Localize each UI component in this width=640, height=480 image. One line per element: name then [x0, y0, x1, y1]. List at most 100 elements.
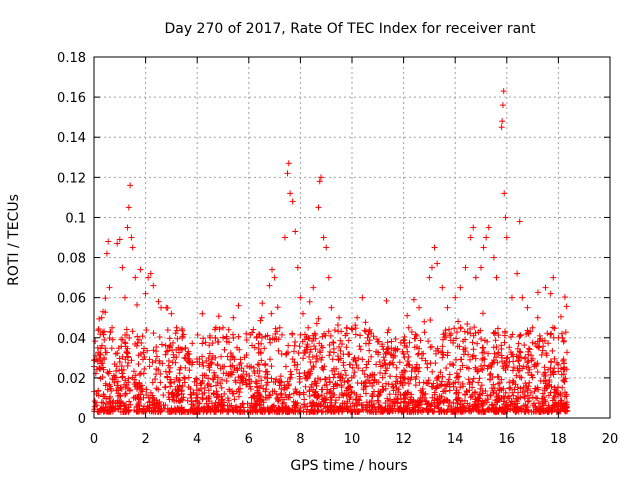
data-point: [507, 406, 514, 413]
data-point: [316, 340, 323, 347]
data-point: [508, 398, 515, 405]
data-point: [330, 385, 337, 392]
data-point: [150, 347, 157, 354]
data-point: [354, 379, 361, 386]
data-point: [318, 174, 325, 181]
data-point: [99, 342, 106, 349]
data-point: [118, 399, 125, 406]
data-point: [508, 294, 515, 301]
data-point: [333, 405, 340, 412]
data-point: [325, 407, 332, 414]
data-point: [339, 391, 346, 398]
data-point: [453, 329, 460, 336]
x-tick-label: 8: [296, 432, 304, 447]
data-point: [289, 356, 296, 363]
data-point: [428, 343, 435, 350]
data-point: [206, 342, 213, 349]
data-point: [509, 389, 516, 396]
data-point: [551, 325, 558, 332]
data-point: [141, 366, 148, 373]
data-point: [446, 371, 453, 378]
data-point: [545, 392, 552, 399]
data-point: [515, 389, 522, 396]
grid-lines: [94, 57, 610, 418]
data-point: [313, 358, 320, 365]
data-point: [435, 348, 442, 355]
data-point: [446, 398, 453, 405]
data-point: [264, 379, 271, 386]
data-point: [352, 396, 359, 403]
data-point: [330, 339, 337, 346]
data-point: [337, 337, 344, 344]
data-point: [224, 353, 231, 360]
data-point: [130, 368, 137, 375]
data-point: [327, 332, 334, 339]
data-point: [457, 284, 464, 291]
data-point: [490, 254, 497, 261]
data-point: [126, 386, 133, 393]
data-point: [397, 378, 404, 385]
data-point: [196, 400, 203, 407]
data-point: [404, 390, 411, 397]
data-point: [507, 349, 514, 356]
data-point: [142, 290, 149, 297]
data-point: [359, 367, 366, 374]
data-point: [479, 356, 486, 363]
data-point: [258, 357, 265, 364]
data-point: [212, 399, 219, 406]
data-point: [287, 374, 294, 381]
data-point: [495, 332, 502, 339]
data-point: [125, 359, 132, 366]
data-point: [392, 335, 399, 342]
data-point: [549, 407, 556, 414]
data-point: [485, 396, 492, 403]
data-point: [169, 347, 176, 354]
x-tick-label: 18: [550, 432, 567, 447]
data-point: [230, 314, 237, 321]
data-point: [446, 387, 453, 394]
data-point: [185, 374, 192, 381]
data-point: [525, 383, 532, 390]
data-point: [170, 354, 177, 361]
data-point: [427, 317, 434, 324]
data-point: [176, 377, 183, 384]
data-point: [451, 325, 458, 332]
data-point: [140, 349, 147, 356]
data-point: [305, 324, 312, 331]
data-point: [371, 371, 378, 378]
data-point: [111, 379, 118, 386]
data-point: [541, 397, 548, 404]
data-point: [268, 310, 275, 317]
data-point: [345, 351, 352, 358]
data-point: [436, 392, 443, 399]
data-point: [116, 392, 123, 399]
data-point: [278, 351, 285, 358]
data-point: [327, 379, 334, 386]
data-point: [262, 388, 269, 395]
data-point: [220, 370, 227, 377]
data-point: [352, 322, 359, 329]
data-point: [132, 372, 139, 379]
data-point: [274, 406, 281, 413]
data-point: [301, 349, 308, 356]
data-point: [213, 394, 220, 401]
data-point: [249, 342, 256, 349]
data-point: [289, 198, 296, 205]
data-point: [199, 340, 206, 347]
data-point: [340, 351, 347, 358]
data-point: [122, 377, 129, 384]
data-point: [365, 331, 372, 338]
data-point: [165, 408, 172, 415]
data-point: [457, 401, 464, 408]
data-point: [386, 391, 393, 398]
data-point: [478, 408, 485, 415]
data-point: [404, 312, 411, 319]
data-point: [155, 298, 162, 305]
data-point: [356, 397, 363, 404]
data-point: [313, 320, 320, 327]
data-point: [123, 349, 130, 356]
data-point: [164, 374, 171, 381]
data-point: [114, 378, 121, 385]
y-tick-labels: 0 0.02 0.04 0.06 0.08 0.1 0.12 0.14 0.16 0.18: [57, 51, 86, 427]
data-point: [367, 408, 374, 415]
